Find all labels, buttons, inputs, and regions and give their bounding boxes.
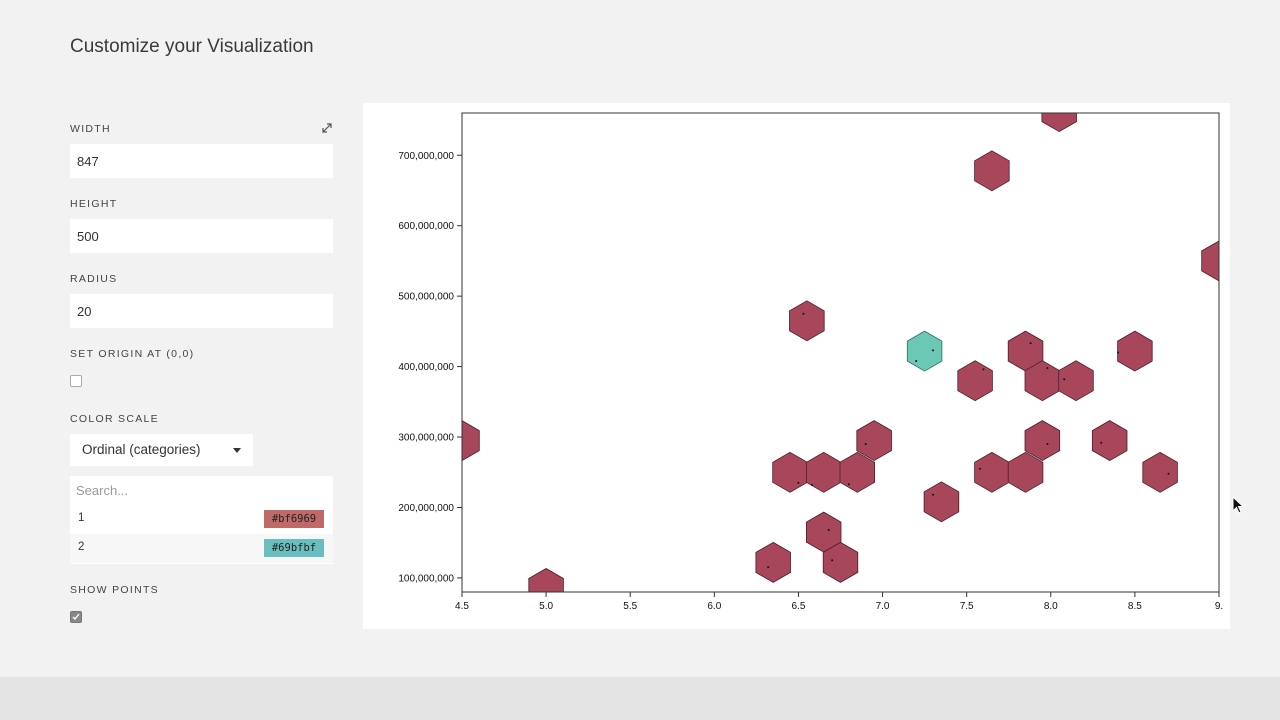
x-tick-label: 7.5 [960, 601, 974, 612]
data-point [932, 493, 934, 496]
data-point [831, 559, 834, 562]
data-point [767, 566, 770, 569]
page-title: Customize your Visualization [70, 36, 314, 57]
hexbin-cell [923, 481, 960, 523]
hexbin-cell [822, 541, 859, 583]
hexbin-cell [789, 300, 825, 342]
data-point [979, 467, 982, 470]
y-tick-label: 500,000,000 [398, 292, 454, 303]
hexbin-cell [1058, 360, 1094, 402]
hexbin-cell [805, 451, 842, 493]
color-row: 1 #bf6969 [70, 505, 333, 534]
hexbin-cell [462, 420, 480, 462]
hexbin-chart: 4.5 5.0 5.5 6.0 6.5 7.0 7.5 8.0 8.5 9. 100,000,000… [398, 112, 1223, 612]
data-point [1167, 472, 1170, 475]
color-search-input[interactable] [70, 476, 333, 505]
y-tick-label: 300,000,000 [398, 433, 454, 444]
hexbin-cell [1117, 330, 1153, 372]
radius-input[interactable] [70, 294, 333, 328]
color-scale-select[interactable]: Ordinal (categories) [70, 434, 253, 466]
hexbin-cell [906, 330, 943, 372]
x-tick-label: 9. [1215, 601, 1223, 612]
hexbin-cell [839, 451, 876, 493]
height-label: HEIGHT [70, 198, 118, 210]
data-point [1046, 367, 1049, 369]
color-scale-label: COLOR SCALE [70, 413, 159, 425]
data-point [932, 349, 934, 352]
x-tick-label: 7.0 [876, 601, 890, 612]
x-tick-label: 6.0 [707, 601, 721, 612]
data-point [1046, 443, 1049, 446]
check-icon [72, 613, 80, 621]
origin-checkbox[interactable] [70, 375, 82, 387]
color-scale-table: 1 #bf6969 2 #69bfbf [70, 476, 333, 564]
x-tick-label: 8.5 [1128, 601, 1142, 612]
hexbin-cell [974, 150, 1010, 192]
hexbin-cell [1007, 451, 1044, 493]
height-input[interactable] [70, 219, 333, 253]
footer-band [0, 677, 1280, 720]
data-point [982, 368, 985, 371]
width-label: WIDTH [70, 123, 111, 135]
y-tick-label: 400,000,000 [398, 362, 454, 373]
data-point [797, 481, 800, 484]
color-swatch[interactable]: #69bfbf [264, 539, 324, 557]
y-tick-label: 600,000,000 [398, 221, 454, 232]
data-point [1063, 378, 1066, 381]
data-point [915, 360, 918, 362]
y-tick-label: 700,000,000 [398, 151, 454, 162]
hexbin-cell [974, 451, 1010, 493]
color-row-label: 1 [78, 512, 85, 524]
origin-label: SET ORIGIN AT (0,0) [70, 348, 195, 360]
hexbin-cell [1142, 451, 1178, 493]
x-tick-label: 6.5 [791, 601, 805, 612]
color-scale-selected: Ordinal (categories) [82, 442, 201, 457]
expand-icon[interactable] [321, 122, 333, 134]
hexbin-cell [755, 541, 791, 583]
y-tick-label: 100,000,000 [398, 573, 454, 584]
data-point [847, 483, 850, 486]
hexbin-cell [772, 451, 808, 493]
x-tick-label: 8.0 [1044, 601, 1058, 612]
hexbin-cell [856, 420, 892, 462]
data-point [810, 483, 813, 486]
show-points-checkbox[interactable] [70, 611, 82, 623]
x-tick-label: 4.5 [455, 601, 469, 612]
hexbin-cell [1201, 240, 1219, 282]
y-tick-label: 200,000,000 [398, 503, 454, 514]
data-point [1029, 342, 1032, 345]
color-swatch[interactable]: #bf6969 [264, 510, 324, 528]
color-row: 2 #69bfbf [70, 534, 333, 563]
data-point [1100, 441, 1103, 444]
show-points-label: SHOW POINTS [70, 584, 159, 596]
radius-label: RADIUS [70, 273, 118, 285]
data-point [802, 312, 805, 315]
data-point [1117, 351, 1120, 354]
mouse-cursor-icon [1232, 496, 1245, 514]
plot-frame [461, 112, 1220, 593]
hexbin-cell [1041, 113, 1077, 133]
x-tick-label: 5.0 [539, 601, 553, 612]
hexbin-cell [1091, 420, 1128, 462]
hexbin-cell [528, 568, 564, 592]
caret-down-icon [233, 448, 241, 453]
color-row-label: 2 [78, 541, 85, 553]
data-point [827, 529, 830, 531]
data-point [864, 443, 867, 446]
chart-card: 4.5 5.0 5.5 6.0 6.5 7.0 7.5 8.0 8.5 9. 100,000,000… [363, 103, 1230, 629]
width-input[interactable] [70, 144, 333, 178]
hexbin-cell [1024, 420, 1061, 462]
hexbin-cell [957, 360, 993, 402]
x-tick-label: 5.5 [623, 601, 637, 612]
